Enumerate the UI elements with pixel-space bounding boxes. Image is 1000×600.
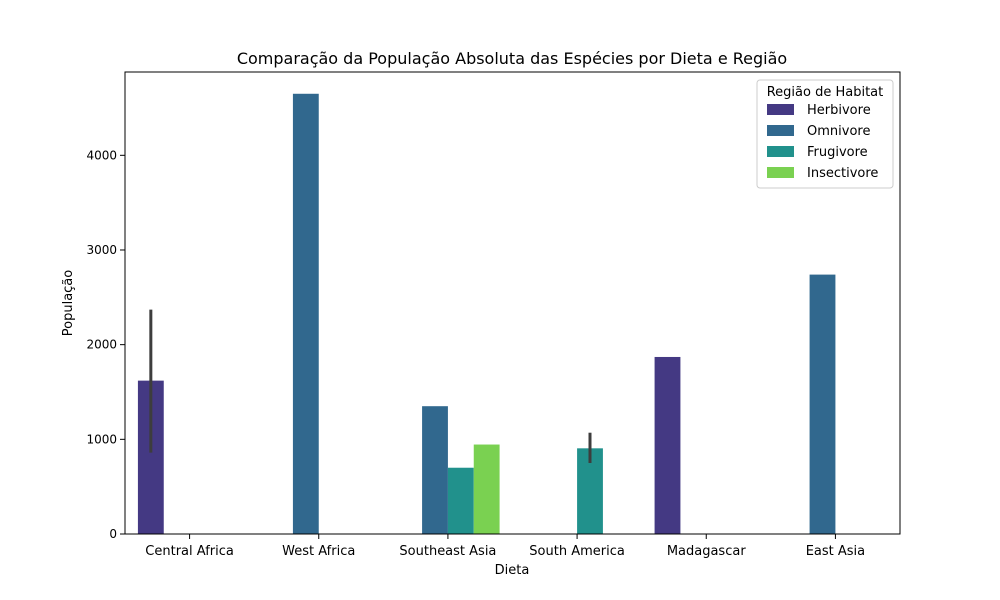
bar-insectivore-southeast-asia (473, 444, 500, 534)
y-tick-label: 1000 (86, 432, 117, 446)
y-axis-label: População (61, 270, 76, 337)
x-tick-label: Southeast Asia (399, 544, 496, 559)
error-bars-layer (149, 309, 592, 463)
y-tick-label: 4000 (86, 148, 117, 162)
legend-items: Herbivore Omnivore Frugivore Insectivore (767, 103, 878, 181)
bar-omnivore-southeast-asia (422, 406, 448, 534)
x-tick-label: Central Africa (145, 544, 234, 559)
legend-label-insectivore: Insectivore (807, 166, 878, 181)
legend-label-omnivore: Omnivore (807, 124, 870, 139)
x-axis-label: Dieta (495, 563, 530, 578)
bar-herbivore-madagascar (654, 356, 681, 534)
x-tick-label: West Africa (282, 544, 355, 559)
x-tick-label: East Asia (806, 544, 865, 559)
x-tick-label: Madagascar (667, 544, 747, 559)
y-axis: 0 1000 2000 3000 4000 (86, 148, 125, 541)
legend-swatch-omnivore (767, 125, 794, 136)
x-tick-label: South America (529, 544, 625, 559)
legend-swatch-insectivore (767, 167, 794, 178)
bars-layer (137, 93, 836, 534)
legend-swatch-frugivore (767, 146, 794, 157)
x-axis: Central Africa West Africa Southeast Asia S… (145, 534, 865, 559)
chart-title: Comparação da População Absoluta das Esp… (237, 49, 787, 68)
y-tick-label: 0 (109, 527, 117, 541)
legend-title: Região de Habitat (767, 85, 884, 100)
plot-frame (124, 71, 901, 535)
bar-omnivore-west-africa (292, 93, 319, 534)
y-tick-label: 3000 (86, 243, 117, 257)
legend-swatch-herbivore (767, 104, 794, 115)
bar-omnivore-east-asia (809, 274, 836, 534)
legend-label-herbivore: Herbivore (807, 103, 871, 118)
bar-frugivore-southeast-asia (447, 467, 474, 534)
y-tick-label: 2000 (86, 338, 117, 352)
legend: Região de Habitat Herbivore Omnivore Frugi… (756, 79, 894, 189)
legend-label-frugivore: Frugivore (807, 145, 868, 160)
